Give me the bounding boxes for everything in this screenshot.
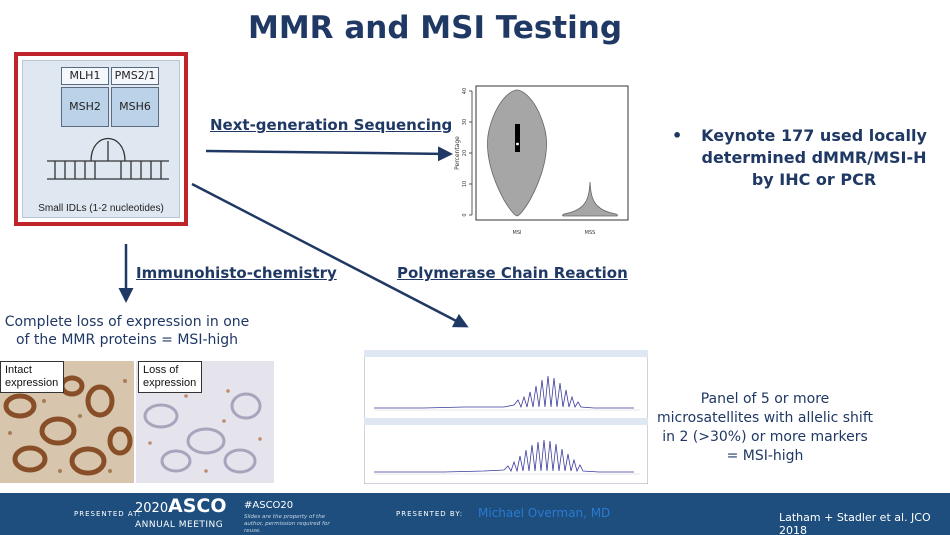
violin-ytick-10: 10: [462, 181, 468, 187]
presented-by-label: PRESENTED BY:: [396, 510, 464, 518]
annual-meeting-label: ANNUAL MEETING: [135, 520, 224, 530]
pcr-track1-header: [364, 350, 648, 357]
hashtag: #ASCO20: [244, 500, 294, 511]
bullet-marker: •: [672, 126, 683, 145]
violin-plot: 0 10 20 30 40 Percentage MSI MSS: [454, 85, 629, 236]
violin-xtick-mss: MSS: [585, 230, 596, 236]
violin-ylabel: Percentage: [454, 136, 461, 170]
asco-logo-text: ASCO: [168, 495, 227, 517]
violin-ytick-30: 30: [462, 119, 468, 125]
violin-ytick-0: 0: [462, 213, 468, 216]
ihc-image-intact: Intact expression: [0, 361, 134, 483]
rights-notice: Slides are the property of the author, p…: [244, 514, 330, 534]
violin-xtick-msi: MSI: [513, 230, 522, 236]
pcr-label: Polymerase Chain Reaction: [397, 264, 628, 282]
intact-expression-label: Intact expression: [0, 361, 64, 393]
pcr-electropherogram: [364, 350, 648, 484]
footer-bar: PRESENTED AT: 2020 ASCO ANNUAL MEETING #…: [0, 493, 950, 535]
ngs-arrow: [205, 146, 453, 162]
ihc-image-loss: Loss of expression: [136, 361, 274, 483]
mmr-diagram-inner: MLH1 PMS2/1 MSH2 MSH6 Small IDLs (1-2 nu…: [22, 60, 180, 218]
mmr-diagram: MLH1 PMS2/1 MSH2 MSH6 Small IDLs (1-2 nu…: [14, 52, 188, 226]
ngs-label: Next-generation Sequencing: [210, 116, 453, 134]
protein-mlh1: MLH1: [61, 67, 109, 85]
slide-title: MMR and MSI Testing: [247, 10, 623, 46]
presented-at-label: PRESENTED AT:: [74, 510, 142, 518]
citation: Latham + Stadler et al. JCO 2018: [779, 511, 931, 535]
violin-msi-median: [516, 142, 519, 146]
violin-ytick-40: 40: [462, 88, 468, 94]
pcr-track2-header: [364, 418, 648, 425]
pcr-trace-1: [374, 375, 634, 409]
bullet-text: Keynote 177 used locally determined dMMR…: [701, 126, 927, 189]
presenter-name: Michael Overman, MD: [478, 506, 611, 520]
violin-mss: [562, 181, 618, 217]
ihc-description: Complete loss of expression in one of th…: [4, 314, 250, 348]
pcr-arrow: [191, 182, 469, 328]
violin-msi-box: [515, 124, 520, 152]
violin-msi: [487, 89, 547, 217]
pcr-panel-description: Panel of 5 or more microsatellites with …: [656, 391, 873, 464]
violin-ytick-20: 20: [462, 150, 468, 156]
mmr-caption: Small IDLs (1-2 nucleotides): [38, 203, 164, 214]
dna-loop-icon: [47, 137, 169, 180]
pcr-trace-2: [374, 439, 634, 473]
protein-pms2: PMS2/1: [111, 67, 159, 85]
ihc-label: Immunohisto-chemistry: [136, 264, 337, 282]
protein-msh6: MSH6: [111, 87, 159, 127]
keynote-bullet: • Keynote 177 used locally determined dM…: [672, 125, 934, 191]
asco-year: 2020: [135, 501, 169, 516]
protein-msh2: MSH2: [61, 87, 109, 127]
loss-expression-label: Loss of expression: [138, 361, 202, 393]
